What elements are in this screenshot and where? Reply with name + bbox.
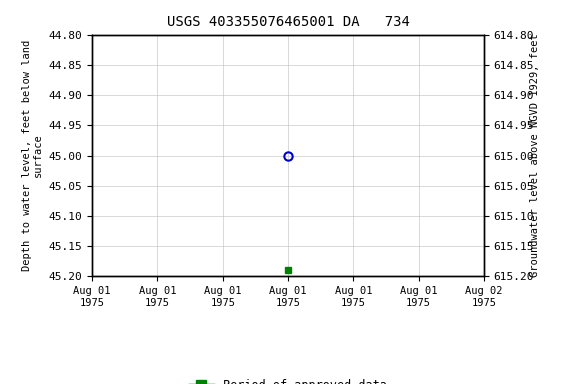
Y-axis label: Depth to water level, feet below land
surface: Depth to water level, feet below land su… — [21, 40, 43, 271]
Legend: Period of approved data: Period of approved data — [185, 374, 391, 384]
Title: USGS 403355076465001 DA   734: USGS 403355076465001 DA 734 — [166, 15, 410, 29]
Y-axis label: Groundwater level above NGVD 1929, feet: Groundwater level above NGVD 1929, feet — [529, 34, 540, 277]
